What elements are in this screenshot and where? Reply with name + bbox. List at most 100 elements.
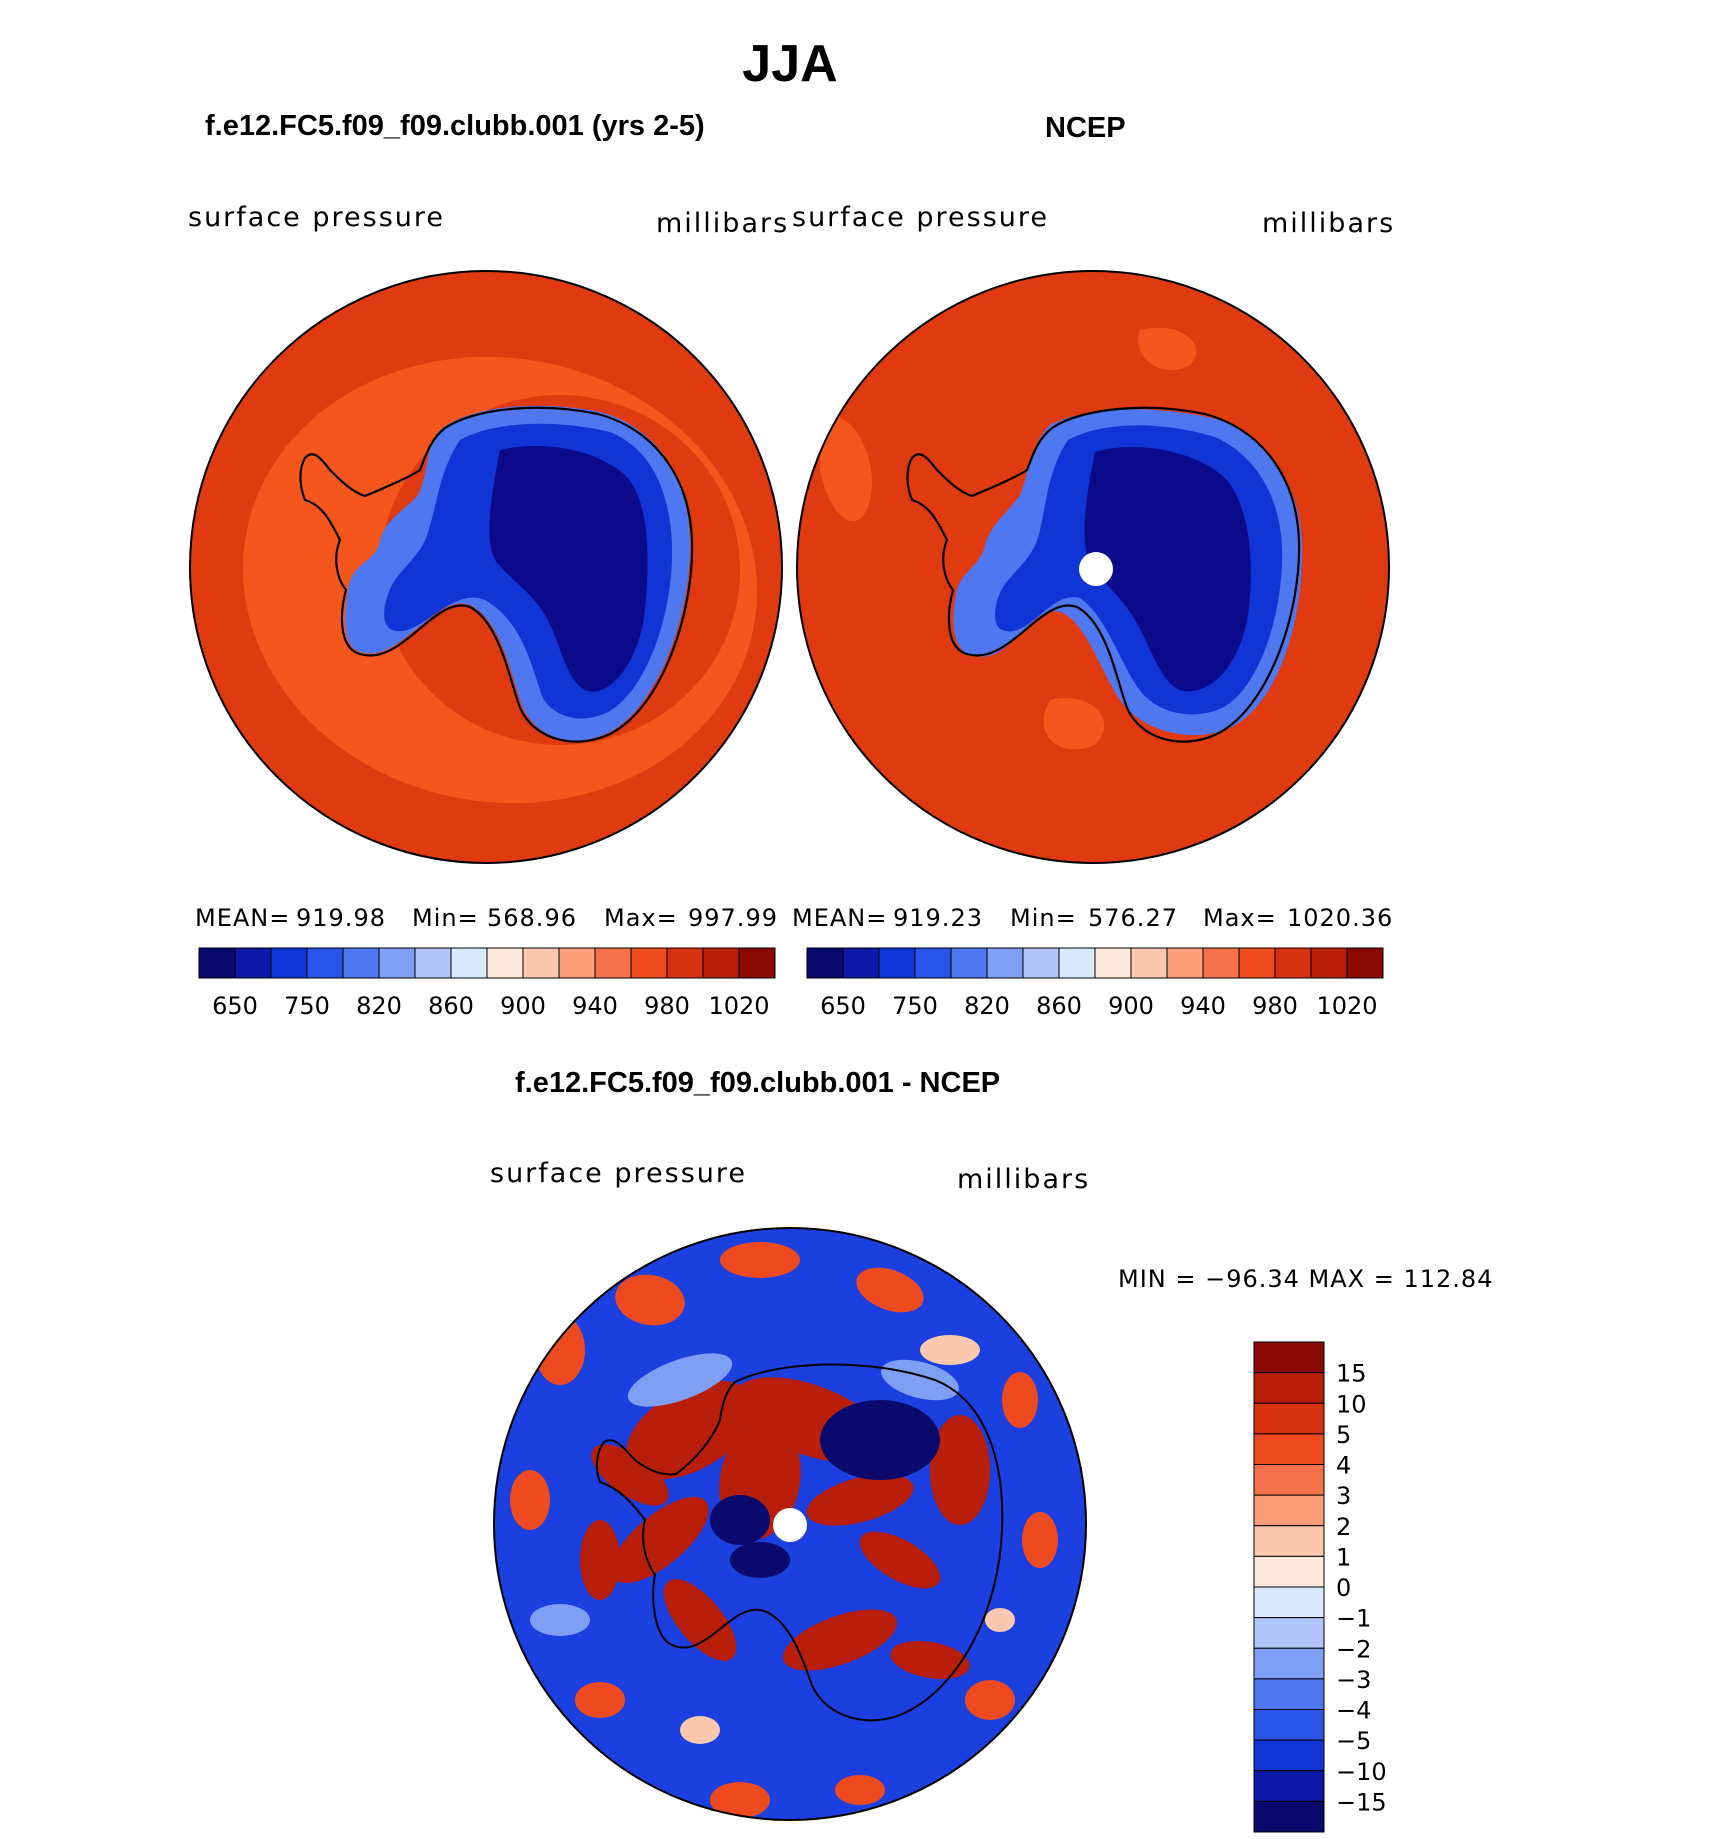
diff-colorbar-tick-label: 2 [1336, 1513, 1351, 1541]
diff-anomaly-blob [535, 1315, 585, 1385]
diff-anomaly-blob [510, 1470, 550, 1530]
obs-min-value: 576.27 [1088, 904, 1178, 932]
obs-colorbar-tick-label: 980 [1252, 992, 1298, 1020]
diff-colorbar-tick-label: −10 [1336, 1758, 1387, 1786]
model-min-label: Min= [412, 904, 479, 932]
model-colorbar-tick-label: 860 [428, 992, 474, 1020]
obs-colorbar-box [806, 947, 844, 979]
diff-colorbar-box [1253, 1402, 1325, 1435]
diff-anomaly-blob [820, 1400, 940, 1480]
obs-polar-map [797, 271, 1389, 863]
obs-max-value: 1020.36 [1287, 904, 1394, 932]
diff-colorbar-tick-label: −15 [1336, 1788, 1387, 1816]
model-colorbar-box [522, 947, 560, 979]
model-colorbar-tick-label: 940 [572, 992, 618, 1020]
model-max-value: 997.99 [688, 904, 778, 932]
model-mean-label: MEAN= [195, 904, 291, 932]
diff-colorbar-box [1253, 1800, 1325, 1833]
diff-anomaly-blob [580, 1520, 620, 1600]
model-colorbar-box [198, 947, 236, 979]
model-colorbar-box [702, 947, 740, 979]
diff-anomaly-blob [965, 1680, 1015, 1720]
diff-minmax-label: MIN = −96.34 MAX = 112.84 [1118, 1265, 1494, 1293]
obs-colorbar-box [878, 947, 916, 979]
diff-anomaly-field [510, 1238, 1058, 1818]
diff-anomaly-blob [710, 1782, 770, 1818]
diff-colorbar-tick-label: 5 [1336, 1421, 1351, 1449]
obs-mean-label: MEAN= [792, 904, 888, 932]
model-colorbar-tick-label: 820 [356, 992, 402, 1020]
model-colorbar-box [270, 947, 308, 979]
diff-anomaly-blob [1002, 1372, 1038, 1428]
obs-coastline [906, 406, 1301, 743]
diff-anomaly-blob [985, 1608, 1015, 1632]
model-polar-map [190, 271, 782, 863]
diff-anomaly-blob [663, 1579, 737, 1661]
diff-anomaly-blob [1022, 1512, 1058, 1568]
diff-anomaly-blob [530, 1604, 590, 1636]
obs-panel-title: NCEP [1045, 112, 1126, 144]
diff-colorbar-box [1253, 1433, 1325, 1465]
model-variable-label: surface pressure [188, 202, 445, 233]
diff-colorbar-box [1253, 1525, 1325, 1557]
obs-colorbar-tick-label: 650 [820, 992, 866, 1020]
model-colorbar: 650 750 820 860 900 940 980 1020 [198, 947, 776, 1020]
season-title: JJA [742, 35, 838, 93]
obs-colorbar-box [1166, 947, 1204, 979]
obs-colorbar-tick-label: 750 [892, 992, 938, 1020]
diff-units-label: millibars [957, 1164, 1091, 1195]
model-map-border [189, 270, 783, 864]
diff-anomaly-blob [710, 1495, 770, 1545]
diff-anomaly-blob [591, 1444, 669, 1506]
diff-anomaly-blob [920, 1335, 980, 1365]
model-colorbar-box [558, 947, 596, 979]
model-panel-title: f.e12.FC5.f09_f09.clubb.001 (yrs 2-5) [205, 110, 705, 142]
diff-colorbar-tick-label: −4 [1336, 1697, 1371, 1725]
diff-map-border [493, 1227, 1087, 1821]
model-coastline [299, 406, 694, 743]
obs-colorbar-box [1238, 947, 1276, 979]
model-colorbar-box [486, 947, 524, 979]
obs-colorbar-tick-label: 820 [964, 992, 1010, 1020]
diff-anomaly-blob [611, 1496, 709, 1584]
obs-colorbar-tick-label: 860 [1036, 992, 1082, 1020]
diff-anomaly-blob [783, 1609, 897, 1671]
obs-colorbar-box [914, 947, 952, 979]
diff-anomaly-blob [859, 1531, 941, 1589]
obs-colorbar-box [1202, 947, 1240, 979]
obs-colorbar-box [1274, 947, 1312, 979]
model-max-label: Max= [604, 904, 678, 932]
model-colorbar-tick-label: 980 [644, 992, 690, 1020]
diff-colorbar-box [1253, 1770, 1325, 1802]
obs-colorbar-tick-label: 940 [1180, 992, 1226, 1020]
obs-colorbar-box [1346, 947, 1384, 979]
diff-colorbar-tick-label: −5 [1336, 1727, 1371, 1755]
diff-colorbar-box [1253, 1341, 1325, 1374]
diff-colorbar-box [1253, 1494, 1325, 1527]
diff-anomaly-blob [930, 1415, 990, 1525]
model-colorbar-box [738, 947, 776, 979]
obs-colorbar-box [1310, 947, 1348, 979]
obs-colorbar-tick-label: 1020 [1316, 992, 1377, 1020]
diff-anomaly-blob [835, 1775, 885, 1805]
diff-colorbar-box [1253, 1739, 1325, 1772]
model-colorbar-box [306, 947, 344, 979]
model-colorbar-box [342, 947, 380, 979]
model-colorbar-box [414, 947, 452, 979]
model-colorbar-tick-label: 750 [284, 992, 330, 1020]
model-colorbar-box [450, 947, 488, 979]
diff-colorbar-box [1253, 1555, 1325, 1588]
obs-units-label: millibars [1262, 208, 1396, 239]
diff-anomaly-blob [575, 1682, 625, 1718]
diff-anomaly-blob [595, 1238, 645, 1262]
model-colorbar-box [234, 947, 272, 979]
diff-coastline [595, 1363, 1004, 1722]
diff-panel-title: f.e12.FC5.f09_f09.clubb.001 - NCEP [515, 1067, 1001, 1099]
model-colorbar-tick-label: 650 [212, 992, 258, 1020]
diff-colorbar-box [1253, 1464, 1325, 1496]
diff-colorbar-tick-label: 3 [1336, 1482, 1351, 1510]
diff-colorbar-tick-label: 4 [1336, 1452, 1351, 1480]
diff-polar-map [494, 1228, 1086, 1820]
